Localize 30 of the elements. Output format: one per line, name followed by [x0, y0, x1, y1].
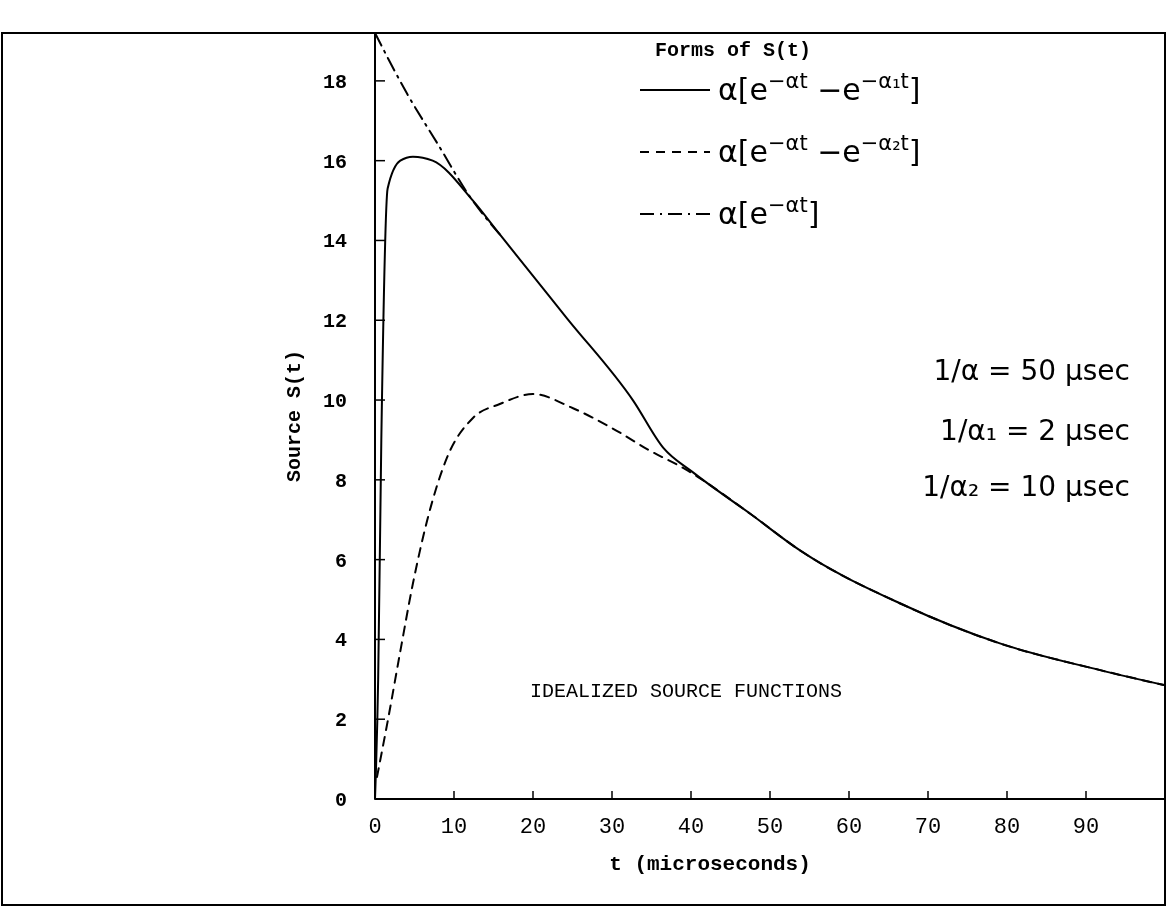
y-tick-label: 18 [322, 70, 347, 94]
y-tick-label: 0 [334, 789, 347, 812]
y-tick-label: 12 [322, 310, 347, 334]
x-axis-title: t (microseconds) [609, 853, 811, 876]
legend-label: α[e$^{−αt}$ −e$^{−α₂t}$] [718, 131, 921, 169]
legend-title: Forms of S(t) [655, 39, 812, 62]
annotation: IDEALIZED SOURCE FUNCTIONS [530, 680, 843, 703]
y-tick-label: 6 [334, 549, 347, 573]
legend-label: α[e$^{−αt}$] [718, 193, 820, 231]
y-axis-title: Source S(t) [283, 349, 306, 483]
x-tick-label: 20 [519, 815, 547, 840]
y-tick-label: 8 [334, 469, 347, 493]
annotation: 1/α₂ = 10 μsec [922, 470, 1130, 503]
x-tick-label: 70 [914, 815, 942, 840]
x-tick-label: 90 [1072, 815, 1100, 840]
x-tick-label: 50 [756, 815, 784, 840]
y-tick-label: 2 [334, 709, 347, 733]
x-tick-label: 0 [368, 815, 382, 840]
y-tick-label: 16 [322, 150, 347, 174]
x-tick-label: 60 [835, 815, 863, 840]
y-tick-label: 4 [334, 629, 347, 653]
x-tick-label: 80 [993, 815, 1021, 840]
x-tick-label: 10 [440, 815, 468, 840]
y-tick-label: 14 [322, 230, 347, 254]
annotation: 1/α₁ = 2 μsec [940, 414, 1130, 447]
y-tick-label: 10 [322, 390, 347, 414]
x-tick-label: 30 [598, 815, 626, 840]
annotation: 1/α = 50 μsec [933, 354, 1130, 387]
x-tick-label: 40 [677, 815, 705, 840]
legend-label: α[e$^{−αt}$ −e$^{−α₁t}$] [718, 69, 921, 107]
